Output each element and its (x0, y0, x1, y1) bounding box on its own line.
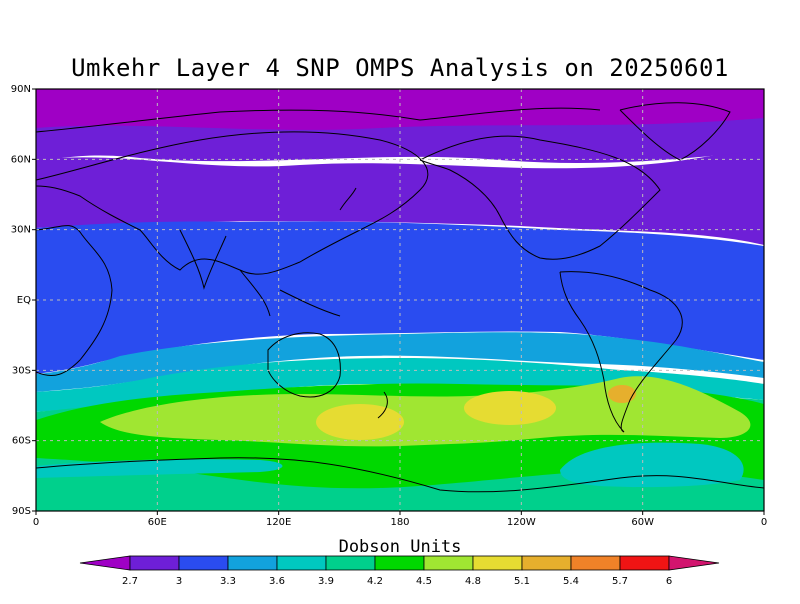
band-south-yellowgreen (100, 376, 751, 447)
y-axis-labels: 90N 60N 30N EQ 30S 60S 90S (11, 84, 36, 517)
x-tick-label: 0 (33, 517, 39, 528)
x-tick-label: 120E (266, 517, 291, 528)
colorbar-swatch (570, 555, 621, 571)
colorbar-high-arrow (668, 555, 720, 571)
colorbar-tick-label: 2.7 (122, 576, 138, 587)
colorbar-low-arrow (79, 555, 131, 571)
coast-australia (267, 332, 341, 398)
colorbar-tick-label: 3.3 (220, 576, 236, 587)
colorbar-tick-label: 5.7 (612, 576, 628, 587)
colorbar-swatch (227, 555, 278, 571)
colorbar-swatch (374, 555, 425, 571)
colorbar-swatch (619, 555, 670, 571)
colorbar-swatch (276, 555, 327, 571)
y-tick-label: 30S (12, 365, 31, 376)
y-tick-label: 30N (11, 225, 31, 236)
colorbar-tick-label: 6 (666, 576, 672, 587)
coastlines (36, 102, 764, 493)
colorbar-swatch (521, 555, 572, 571)
band-south-subtropics-a (36, 332, 764, 392)
x-tick-label: 120W (507, 517, 536, 528)
band-south-subtropics-b (36, 358, 764, 412)
colorbar-swatch (472, 555, 523, 571)
x-tick-label: 180 (390, 517, 409, 528)
x-tick-label: 60W (631, 517, 654, 528)
coast-south-america (559, 271, 683, 433)
coast-north-america (419, 135, 661, 260)
colorbar-tick-label: 4.8 (465, 576, 481, 587)
colorbar-swatch (325, 555, 376, 571)
colorbar: 2.7 3 3.3 3.6 3.9 4.2 4.5 4.8 5.1 5.4 5.7 6 (79, 555, 720, 587)
coast-new-zealand (377, 391, 388, 419)
colorbar-tick-label: 3.9 (318, 576, 334, 587)
y-tick-label: 90S (12, 506, 31, 517)
colorbar-tick-label: 5.4 (563, 576, 579, 587)
coast-southeast-asia (239, 269, 341, 317)
coast-eurasia (36, 131, 429, 275)
colorbar-tick-label: 4.5 (416, 576, 432, 587)
band-tropics (36, 221, 764, 374)
max-south-pacific (316, 404, 404, 440)
y-tick-label: EQ (17, 295, 31, 306)
colorbar-swatch (129, 555, 180, 571)
colorbar-title: Dobson Units (338, 537, 462, 557)
y-tick-label: 60S (12, 436, 31, 447)
antarctic-low-2 (36, 459, 283, 478)
graticule (36, 89, 764, 511)
coast-arctic (36, 107, 601, 133)
chart-title: Umkehr Layer 4 SNP OMPS Analysis on 2025… (71, 54, 729, 82)
colorbar-swatch (178, 555, 229, 571)
y-tick-label: 90N (11, 84, 31, 95)
colorbar-tick-label: 3.6 (269, 576, 285, 587)
colorbar-tick-label: 5.1 (514, 576, 530, 587)
y-tick-label: 60N (11, 154, 31, 165)
coast-antarctica (36, 457, 764, 493)
colorbar-tick-label: 3 (176, 576, 182, 587)
coast-india (179, 229, 227, 290)
coast-japan (339, 187, 357, 211)
max-south-america (608, 385, 636, 403)
x-tick-label: 0 (761, 517, 767, 528)
x-axis-labels: 0 60E 120E 180 120W 60W 0 (33, 511, 767, 528)
colorbar-tick-label: 4.2 (367, 576, 383, 587)
colorbar-swatch (423, 555, 474, 571)
max-east-pacific (464, 391, 556, 425)
antarctic-low (560, 442, 744, 488)
coast-greenland (619, 102, 731, 161)
coast-africa-europe (36, 225, 113, 376)
x-tick-label: 60E (148, 517, 167, 528)
